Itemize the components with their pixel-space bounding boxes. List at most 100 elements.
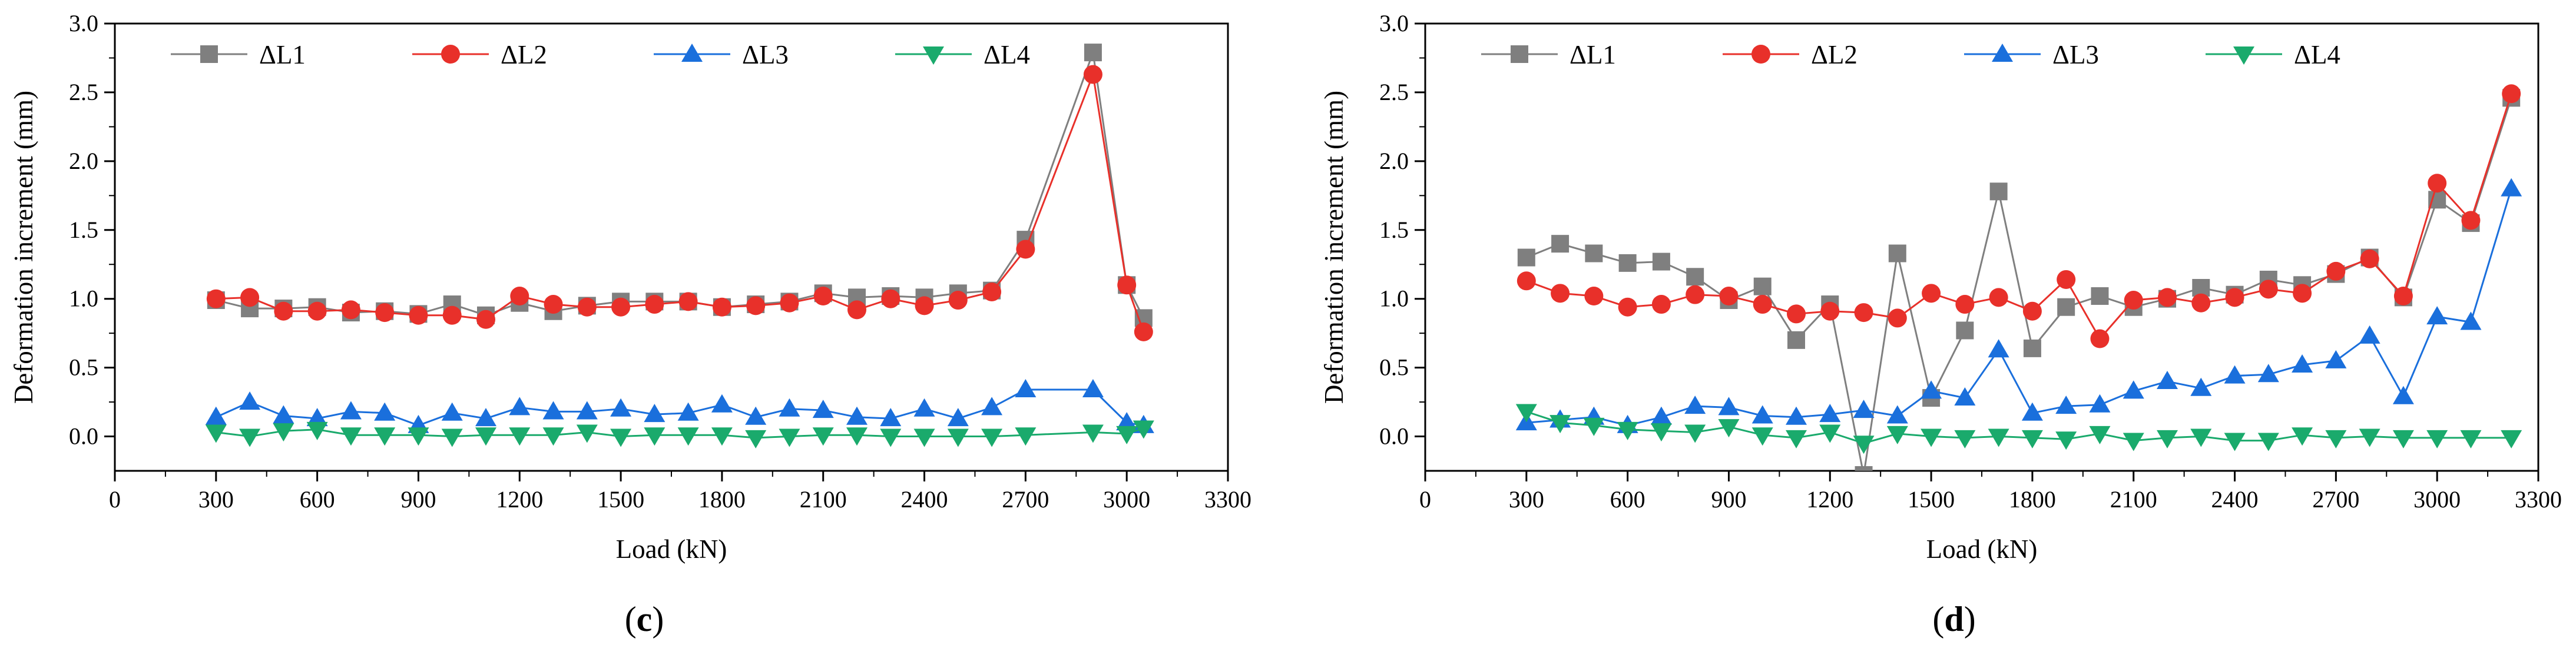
data-point bbox=[1787, 331, 1805, 349]
data-point bbox=[475, 427, 496, 446]
data-point bbox=[610, 428, 632, 447]
data-point bbox=[947, 428, 969, 447]
data-point bbox=[846, 406, 868, 425]
y-tick-label: 0.0 bbox=[69, 423, 98, 450]
data-point bbox=[2292, 354, 2313, 373]
x-tick-label: 600 bbox=[1610, 486, 1645, 513]
data-point bbox=[1819, 424, 1841, 443]
data-point bbox=[1888, 308, 1907, 328]
data-point bbox=[2293, 284, 2312, 303]
data-point bbox=[239, 391, 261, 410]
data-point bbox=[1082, 424, 1104, 443]
x-tick-label: 1200 bbox=[496, 486, 543, 513]
data-point bbox=[1117, 275, 1137, 295]
data-point bbox=[2428, 174, 2447, 193]
data-point bbox=[644, 404, 665, 423]
data-point bbox=[476, 310, 495, 329]
y-axis-title: Deformation increment (mm) bbox=[1319, 91, 1349, 404]
y-tick-label: 2.0 bbox=[1379, 148, 1409, 174]
series-delta-l3 bbox=[205, 379, 1154, 433]
data-point bbox=[340, 427, 362, 446]
data-point bbox=[1651, 295, 1671, 314]
data-point bbox=[1888, 244, 1906, 262]
data-point bbox=[542, 401, 564, 420]
data-point bbox=[544, 295, 563, 314]
x-tick-label: 900 bbox=[1711, 486, 1746, 513]
x-tick-label: 2100 bbox=[2110, 486, 2157, 513]
x-tick-label: 2100 bbox=[800, 486, 847, 513]
data-point bbox=[812, 427, 834, 446]
data-point bbox=[2158, 288, 2177, 307]
legend-label: ΔL3 bbox=[2052, 40, 2099, 69]
legend-item: ΔL2 bbox=[412, 40, 547, 69]
legend-label: ΔL1 bbox=[1570, 40, 1616, 69]
data-point bbox=[677, 427, 699, 446]
data-point bbox=[306, 421, 328, 440]
data-point bbox=[205, 424, 227, 443]
legend-item: ΔL3 bbox=[654, 40, 789, 69]
panel-label: c bbox=[637, 600, 653, 639]
data-point bbox=[711, 427, 733, 446]
data-point bbox=[780, 293, 799, 313]
data-point bbox=[2257, 433, 2279, 451]
data-point bbox=[2360, 249, 2379, 268]
data-point bbox=[812, 400, 834, 418]
data-point bbox=[1684, 424, 1706, 443]
data-point bbox=[374, 402, 396, 421]
data-point bbox=[948, 291, 968, 310]
data-point bbox=[746, 296, 766, 315]
x-tick-label: 300 bbox=[1509, 486, 1544, 513]
data-point bbox=[1551, 235, 1570, 253]
legend-label: ΔL2 bbox=[501, 40, 547, 69]
data-point bbox=[880, 408, 902, 427]
data-point bbox=[2259, 280, 2278, 299]
data-point bbox=[2089, 394, 2111, 413]
data-point bbox=[341, 300, 360, 320]
data-point bbox=[542, 427, 564, 446]
data-point bbox=[273, 423, 294, 442]
series-delta-l4 bbox=[1515, 404, 2522, 454]
series-delta-l1 bbox=[207, 44, 1153, 327]
x-tick-label: 2400 bbox=[901, 486, 948, 513]
data-point bbox=[2224, 365, 2246, 384]
data-point bbox=[306, 408, 328, 427]
data-point bbox=[2225, 288, 2244, 307]
data-point bbox=[2460, 430, 2482, 448]
data-point bbox=[711, 394, 733, 413]
y-tick-label: 1.0 bbox=[1379, 285, 1409, 312]
x-tick-label: 1500 bbox=[1908, 486, 1955, 513]
y-tick-label: 1.5 bbox=[69, 217, 98, 243]
y-tick-label: 0.5 bbox=[69, 354, 98, 381]
data-point bbox=[2090, 329, 2110, 348]
x-tick-label: 300 bbox=[198, 486, 234, 513]
data-point bbox=[1786, 430, 1807, 448]
data-point bbox=[982, 283, 1002, 301]
data-point bbox=[409, 305, 428, 325]
data-point bbox=[1853, 400, 1875, 418]
data-point bbox=[2359, 325, 2380, 344]
data-point bbox=[1015, 427, 1037, 446]
data-point bbox=[1751, 427, 1773, 446]
data-point bbox=[375, 303, 395, 323]
data-point bbox=[847, 300, 866, 320]
y-tick-label: 2.5 bbox=[69, 79, 98, 105]
chart-panel-d: 0 300 600 900 1200 1500 1800 2100 2400 2700 3000 33… bbox=[1319, 10, 2562, 639]
series-line bbox=[1526, 410, 2512, 444]
data-point bbox=[1753, 277, 1772, 295]
data-point bbox=[1652, 252, 1670, 271]
data-point bbox=[576, 401, 598, 420]
data-point bbox=[2501, 430, 2522, 448]
data-point bbox=[779, 398, 800, 417]
data-point bbox=[1583, 417, 1605, 436]
legend-marker bbox=[681, 44, 703, 62]
data-point bbox=[678, 292, 698, 311]
data-point bbox=[1853, 436, 1875, 454]
data-point bbox=[1585, 244, 1603, 262]
y-tick-label: 0.5 bbox=[1379, 354, 1409, 381]
y-tick-label: 1.5 bbox=[1379, 217, 1409, 243]
data-point bbox=[2326, 261, 2346, 281]
series-layer bbox=[1515, 84, 2522, 471]
data-point bbox=[2325, 430, 2347, 448]
legend-item: ΔL1 bbox=[171, 40, 306, 69]
data-point bbox=[2224, 433, 2246, 451]
